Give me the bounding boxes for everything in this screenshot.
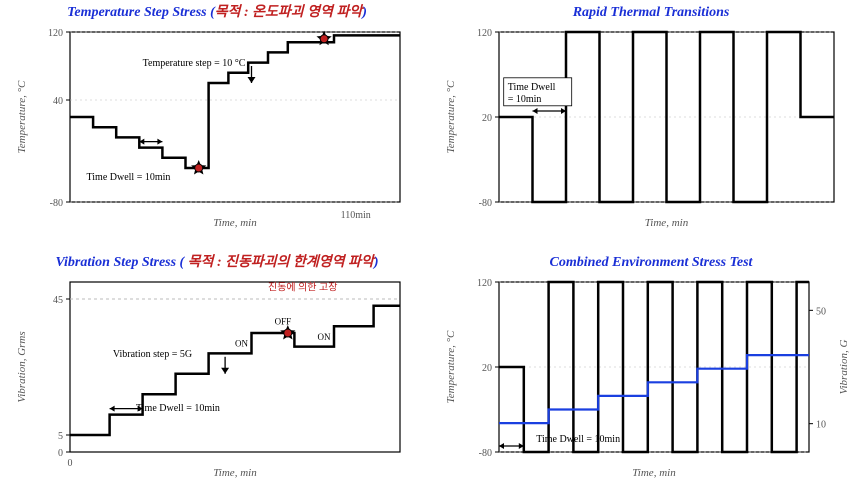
svg-text:Temperature step = 10 °C: Temperature step = 10 °C xyxy=(143,58,246,69)
svg-text:Vibration step = 5G: Vibration step = 5G xyxy=(113,349,192,360)
svg-text:진동에 의한 고장: 진동에 의한 고장 xyxy=(268,282,337,294)
svg-text:Temperature, °C: Temperature, °C xyxy=(445,330,457,403)
svg-text:10: 10 xyxy=(816,420,826,431)
svg-text:-80: -80 xyxy=(479,448,492,459)
panel-vib-step: Vibration Step Stress ( 목적 : 진동파괴의 한계영역 … xyxy=(0,250,434,500)
svg-text:120: 120 xyxy=(48,28,63,39)
svg-text:OFF: OFF xyxy=(275,317,292,327)
svg-text:Time, min: Time, min xyxy=(632,467,676,479)
svg-text:Vibration, G: Vibration, G xyxy=(838,340,850,395)
svg-text:45: 45 xyxy=(53,295,63,306)
svg-text:20: 20 xyxy=(482,113,492,124)
chart-combined: Combined Environment Stress Test -80 20 120… xyxy=(434,250,868,500)
svg-text:ON: ON xyxy=(235,339,248,349)
svg-text:Time, min: Time, min xyxy=(213,467,257,479)
chart-vib-step: Vibration Step Stress ( 목적 : 진동파괴의 한계영역 … xyxy=(0,250,434,500)
svg-text:Temperature, °C: Temperature, °C xyxy=(445,80,457,153)
chart-temp-step: Temperature Step Stress (목적 : 온도파괴 영역 파악… xyxy=(0,0,434,250)
svg-text:Time Dwell = 10min: Time Dwell = 10min xyxy=(136,403,220,414)
svg-text:40: 40 xyxy=(53,96,63,107)
chart-rapid-thermal: Rapid Thermal Transitions -80 20 120 Tempera… xyxy=(434,0,868,250)
svg-text:110min: 110min xyxy=(341,210,371,221)
svg-text:20: 20 xyxy=(482,363,492,374)
svg-text:120: 120 xyxy=(477,278,492,289)
svg-text:= 10min: = 10min xyxy=(508,94,542,105)
svg-text:120: 120 xyxy=(477,28,492,39)
svg-text:0: 0 xyxy=(58,448,63,459)
panel-temp-step: Temperature Step Stress (목적 : 온도파괴 영역 파악… xyxy=(0,0,434,250)
svg-text:Rapid Thermal Transitions: Rapid Thermal Transitions xyxy=(572,5,730,20)
svg-text:Temperature, °C: Temperature, °C xyxy=(16,80,28,153)
svg-text:-80: -80 xyxy=(479,198,492,209)
svg-text:Combined Environment Stress Te: Combined Environment Stress Test xyxy=(550,255,754,270)
svg-text:Time Dwell = 10min: Time Dwell = 10min xyxy=(536,434,620,445)
panel-combined: Combined Environment Stress Test -80 20 120… xyxy=(434,250,868,500)
svg-text:0: 0 xyxy=(68,458,73,469)
svg-text:-80: -80 xyxy=(50,198,63,209)
panel-rapid-thermal: Rapid Thermal Transitions -80 20 120 Tempera… xyxy=(434,0,868,250)
svg-text:Temperature Step Stress (목적 :: Temperature Step Stress (목적 : 온도파괴 영역 파악… xyxy=(67,4,367,20)
svg-text:50: 50 xyxy=(816,306,826,317)
svg-text:Time, min: Time, min xyxy=(645,217,689,229)
svg-text:Vibration, Grms: Vibration, Grms xyxy=(16,331,28,402)
svg-text:Time Dwell: Time Dwell xyxy=(508,82,556,93)
svg-text:Time, min: Time, min xyxy=(213,217,257,229)
svg-text:ON: ON xyxy=(318,332,331,342)
svg-text:Vibration Step Stress ( 목적 : 진: Vibration Step Stress ( 목적 : 진동파괴의 한계영역 … xyxy=(55,254,378,270)
svg-text:Time Dwell = 10min: Time Dwell = 10min xyxy=(87,172,171,183)
svg-text:5: 5 xyxy=(58,431,63,442)
